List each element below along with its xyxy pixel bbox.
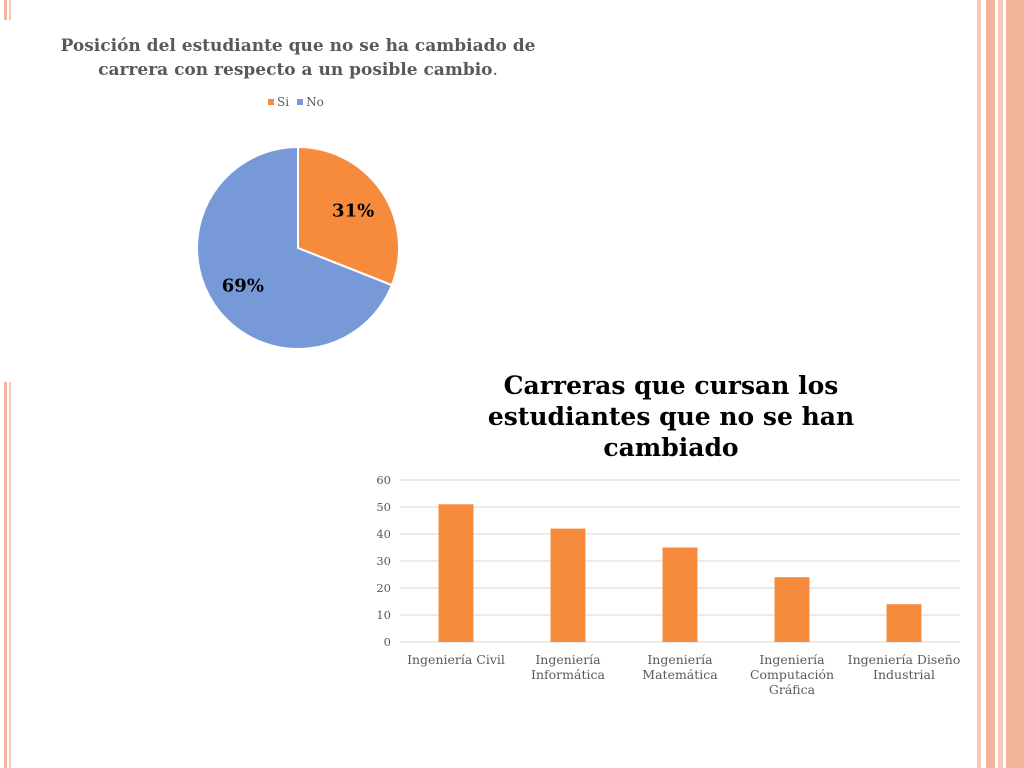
- decorative-stripe: [9, 0, 11, 20]
- decorative-stripe: [977, 0, 981, 768]
- y-tick-label: 20: [376, 581, 391, 595]
- legend-label-si: Si: [277, 95, 290, 109]
- pie-chart-title-tail: .: [492, 60, 498, 80]
- legend-label-no: No: [306, 95, 324, 109]
- pie-data-label-si: 31%: [332, 201, 374, 222]
- y-tick-label: 0: [384, 635, 391, 649]
- bar: [774, 577, 810, 642]
- y-tick-label: 10: [376, 608, 391, 622]
- bar-chart-title: Carreras que cursan los estudiantes que …: [487, 371, 855, 462]
- legend-swatch-si: [268, 99, 274, 105]
- decorative-stripe: [9, 382, 11, 768]
- x-tick-label: Ingeniería Matemática: [642, 652, 718, 682]
- decorative-stripe: [1006, 0, 1024, 768]
- decorative-stripe: [4, 382, 7, 768]
- legend-item-no: No: [297, 95, 324, 109]
- decorative-stripe: [998, 0, 1003, 768]
- pie-chart-title-main: Posición del estudiante que no se ha cam…: [60, 36, 536, 80]
- bar: [438, 504, 474, 642]
- x-tick-label: Ingeniería Computación Gráfica: [749, 652, 835, 697]
- y-tick-label: 40: [376, 527, 391, 541]
- bar-chart: 0 10 20 30 40 50 60: [376, 473, 960, 649]
- y-tick-label: 50: [376, 500, 391, 514]
- x-tick-label: Ingeniería Diseño Industrial: [847, 652, 961, 682]
- legend-swatch-no: [297, 99, 304, 105]
- bar: [550, 528, 586, 642]
- x-tick-label: Ingeniería Civil: [407, 652, 505, 667]
- pie-chart: 31% 69%: [196, 145, 400, 350]
- legend-item-si: Si: [268, 95, 289, 109]
- pie-slice-no: [196, 145, 394, 350]
- decorative-stripe: [4, 0, 7, 20]
- pie-legend: Si No: [268, 95, 324, 109]
- y-tick-label: 30: [376, 554, 391, 568]
- x-tick-label: Ingeniería Informática: [531, 652, 605, 682]
- y-tick-label: 60: [376, 473, 391, 487]
- bar: [662, 547, 698, 642]
- pie-data-label-no: 69%: [222, 275, 264, 296]
- decorative-stripe: [986, 0, 995, 768]
- pie-chart-title: Posición del estudiante que no se ha cam…: [30, 34, 566, 82]
- bar: [886, 604, 922, 642]
- pie-slice-si: [297, 145, 400, 287]
